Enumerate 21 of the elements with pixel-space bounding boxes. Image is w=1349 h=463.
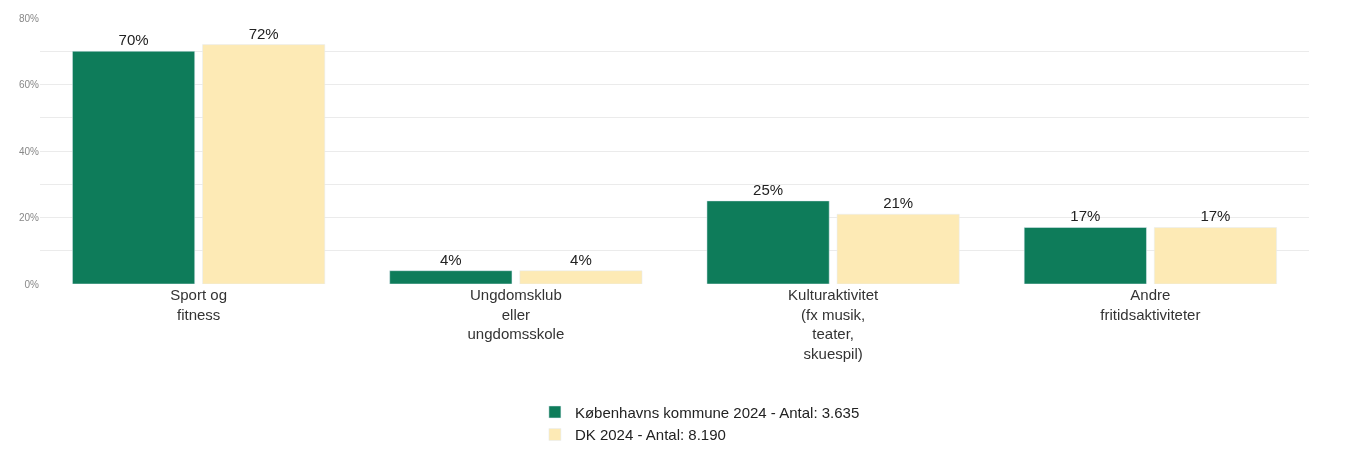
legend-label: Københavns kommune 2024 - Antal: 3.635 [574, 403, 860, 421]
data-label: 4% [439, 250, 462, 268]
y-tick-label: 60% [18, 79, 40, 90]
data-label: 21% [883, 194, 914, 212]
x-tick-label: Sport og fitness [170, 286, 227, 323]
y-tick-label: 0% [24, 278, 40, 290]
x-tick-label: Andre fritidsaktiviteter [1100, 286, 1201, 323]
y-tick-label: 20% [18, 212, 40, 223]
x-tick-label: Ungdomsklub eller ungdomsskole [467, 286, 565, 342]
y-tick-label: 40% [18, 145, 40, 157]
data-label: 17% [1070, 207, 1101, 225]
bar [519, 270, 643, 284]
data-label: 4% [570, 250, 592, 268]
bar [389, 270, 513, 284]
y-tick-label: 80% [18, 12, 40, 24]
data-label: 25% [753, 180, 784, 198]
x-tick-label: Kulturaktivitet (fx musik, teater, skuespil) [788, 286, 879, 362]
legend-label: DK 2024 - Antal: 8.190 [574, 426, 726, 444]
data-label: 70% [118, 31, 149, 49]
data-label: 72% [248, 24, 279, 42]
data-label: 17% [1200, 207, 1231, 225]
